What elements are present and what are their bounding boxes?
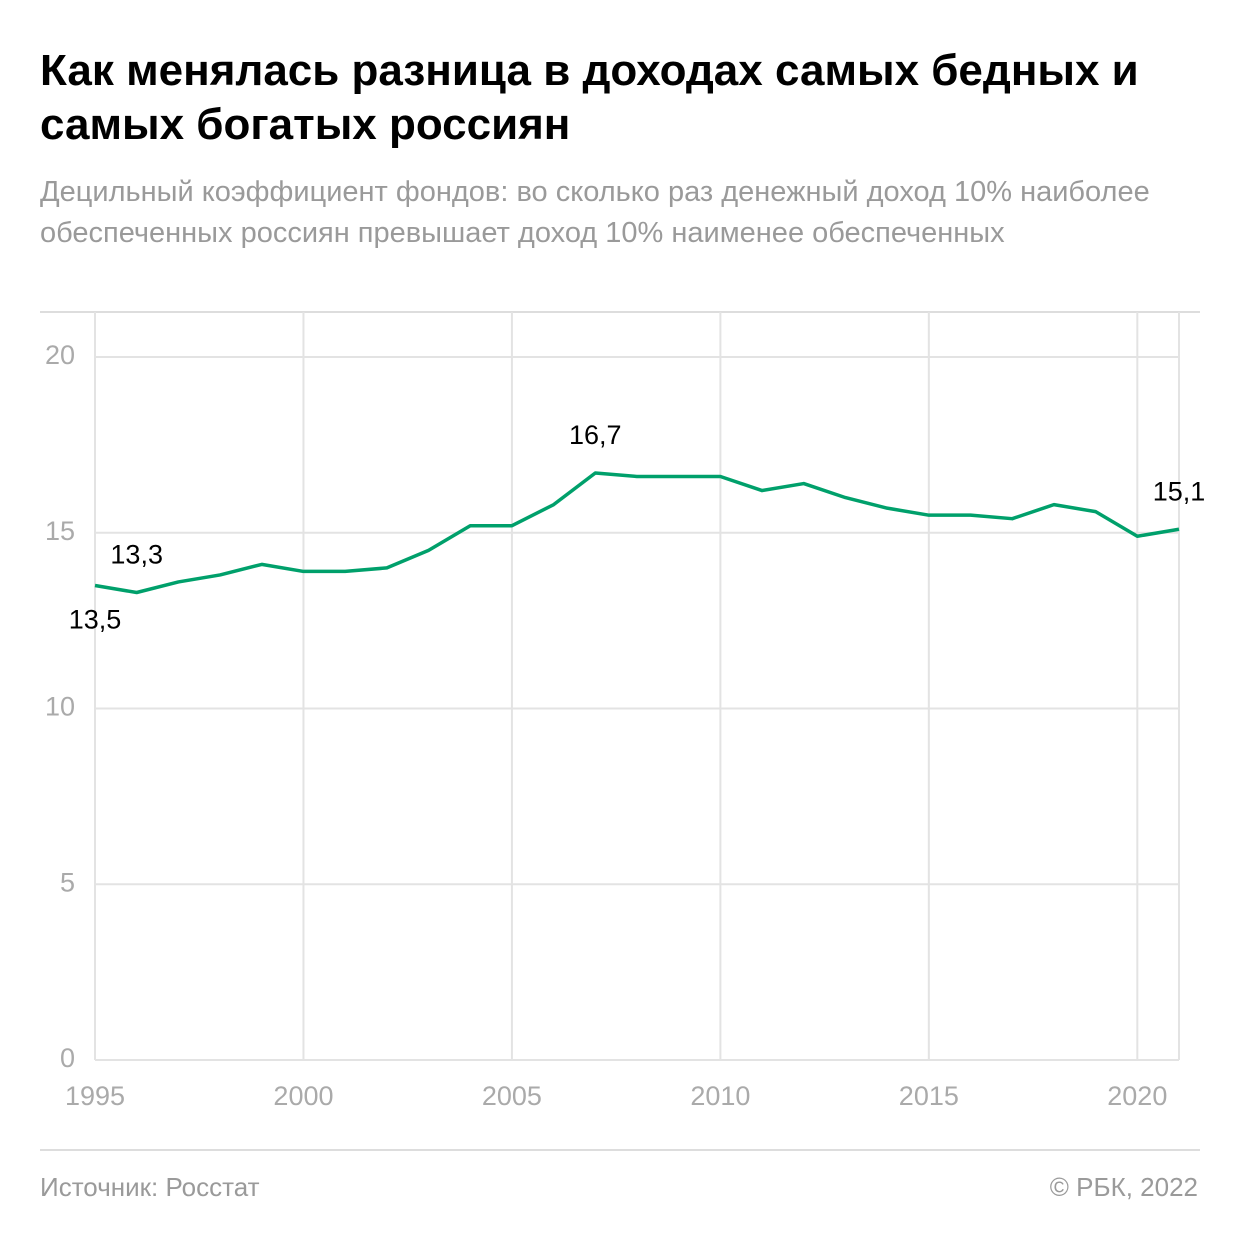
credit: © РБК, 2022: [1049, 1172, 1198, 1202]
x-tick-label: 2020: [1107, 1081, 1167, 1111]
data-line: [94, 471, 1180, 595]
chart: 0 5 10 15 20 1995 2000 2005 2010 2015 2020 13,5 13,3…: [40, 311, 1206, 1151]
data-label: 13,5: [69, 605, 122, 635]
data-label: 13,3: [110, 540, 163, 570]
data-label: 15,1: [1153, 476, 1206, 506]
y-tick-label: 20: [45, 340, 75, 370]
x-tick-label: 2005: [482, 1081, 542, 1111]
x-tick-label: 2000: [273, 1081, 333, 1111]
y-tick-label: 15: [45, 516, 75, 546]
data-label: 16,7: [569, 420, 622, 450]
y-tick-label: 5: [60, 867, 75, 897]
y-tick-label: 0: [60, 1043, 75, 1073]
chart-title: Как менялась разница в доходах самых бед…: [40, 46, 1139, 149]
source: Источник: Росстат: [40, 1172, 260, 1202]
y-tick-label: 10: [45, 692, 75, 722]
x-tick-label: 2010: [690, 1081, 750, 1111]
x-tick-label: 1995: [65, 1081, 125, 1111]
chart-subtitle: Децильный коэффициент фондов: во сколько…: [40, 176, 1150, 249]
x-tick-label: 2015: [899, 1081, 959, 1111]
